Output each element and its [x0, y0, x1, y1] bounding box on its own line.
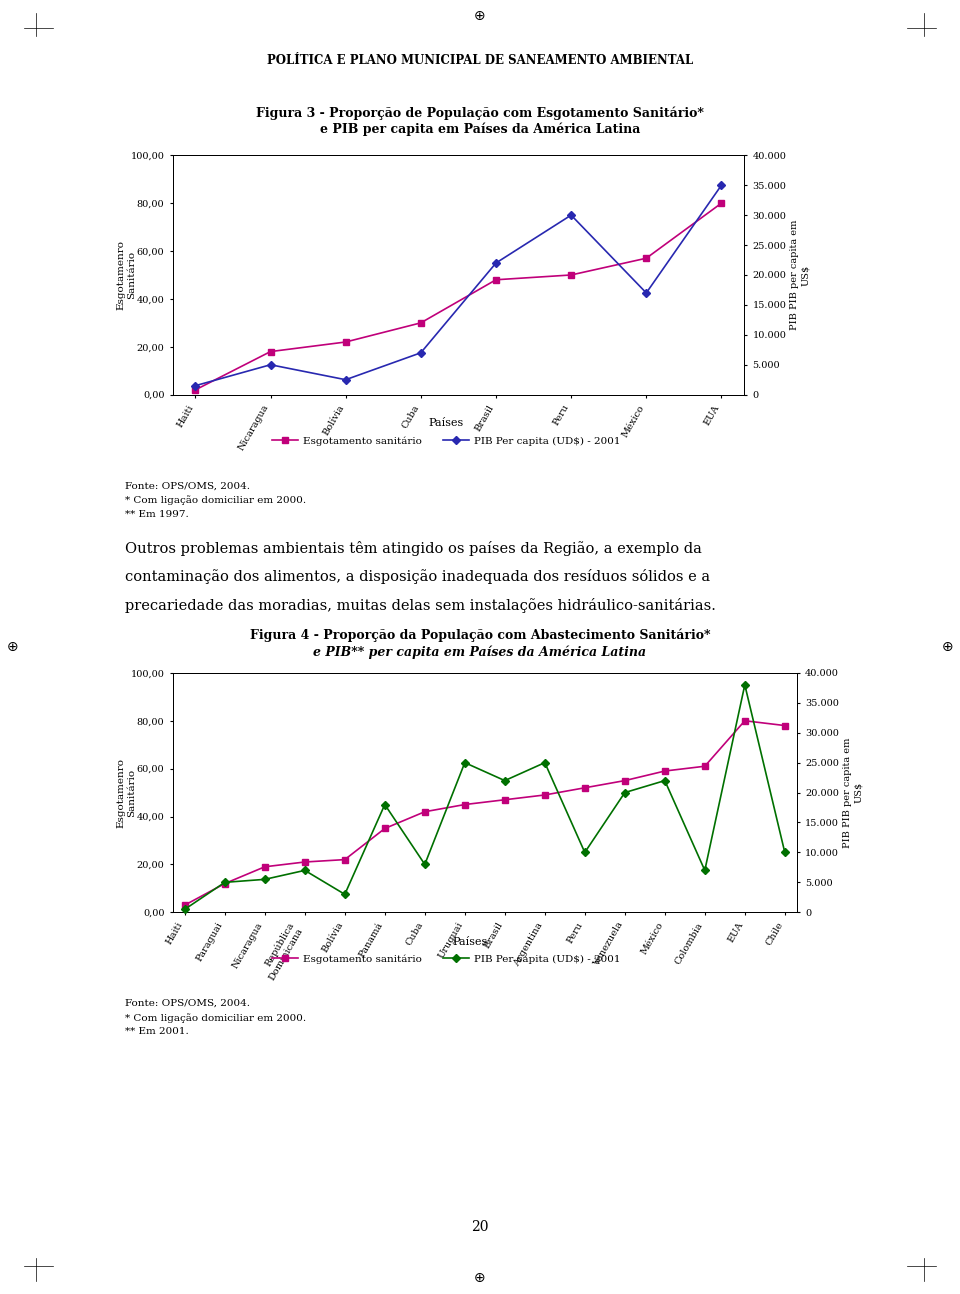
Text: * Com ligação domiciliar em 2000.: * Com ligação domiciliar em 2000.	[125, 496, 306, 506]
Text: Fonte: OPS/OMS, 2004.: Fonte: OPS/OMS, 2004.	[125, 481, 250, 490]
Text: ⊕: ⊕	[7, 641, 18, 653]
Text: Países: Países	[429, 418, 464, 428]
Legend: Esgotamento sanitário, PIB Per capita (UD$) - 2001: Esgotamento sanitário, PIB Per capita (U…	[268, 432, 625, 450]
Text: ** Em 2001.: ** Em 2001.	[125, 1027, 188, 1036]
Text: Figura 3 - Proporção de População com Esgotamento Sanitário*: Figura 3 - Proporção de População com Es…	[256, 106, 704, 119]
Y-axis label: Esgotamenro
Sanitário: Esgotamenro Sanitário	[117, 239, 136, 311]
Text: ** Em 1997.: ** Em 1997.	[125, 510, 188, 519]
Text: Outros problemas ambientais têm atingido os países da Região, a exemplo da: Outros problemas ambientais têm atingido…	[125, 541, 702, 556]
Y-axis label: PIB PIB per capita em
US$: PIB PIB per capita em US$	[790, 220, 810, 330]
Legend: Esgotamento sanitário, PIB Per capita (UD$) - 2001: Esgotamento sanitário, PIB Per capita (U…	[268, 950, 625, 968]
Y-axis label: PIB PIB per capita em
US$: PIB PIB per capita em US$	[843, 738, 863, 848]
Y-axis label: Esgotamenro
Sanitário: Esgotamenro Sanitário	[117, 757, 136, 828]
Text: Países: Países	[453, 937, 488, 947]
Text: e PIB** ​per capita em Países da América Latina: e PIB** ​per capita em Países da América…	[313, 646, 647, 659]
Text: Fonte: OPS/OMS, 2004.: Fonte: OPS/OMS, 2004.	[125, 999, 250, 1008]
Text: 20: 20	[471, 1220, 489, 1234]
Text: POLÍTICA E PLANO MUNICIPAL DE SANEAMENTO AMBIENTAL: POLÍTICA E PLANO MUNICIPAL DE SANEAMENTO…	[267, 54, 693, 67]
Text: e PIB per capita em Países da América Latina: e PIB per capita em Países da América La…	[320, 123, 640, 136]
Text: ⊕: ⊕	[942, 641, 953, 653]
Text: contaminação dos alimentos, a disposição inadequada dos resíduos sólidos e a: contaminação dos alimentos, a disposição…	[125, 569, 710, 585]
Text: Figura 4 - Proporção da População com Abastecimento Sanitário*: Figura 4 - Proporção da População com Ab…	[250, 629, 710, 642]
Text: ⊕: ⊕	[474, 1271, 486, 1285]
Text: * Com ligação domiciliar em 2000.: * Com ligação domiciliar em 2000.	[125, 1013, 306, 1024]
Text: precariedade das moradias, muitas delas sem instalações hidráulico-sanitárias.: precariedade das moradias, muitas delas …	[125, 598, 715, 613]
Text: ⊕: ⊕	[474, 9, 486, 23]
